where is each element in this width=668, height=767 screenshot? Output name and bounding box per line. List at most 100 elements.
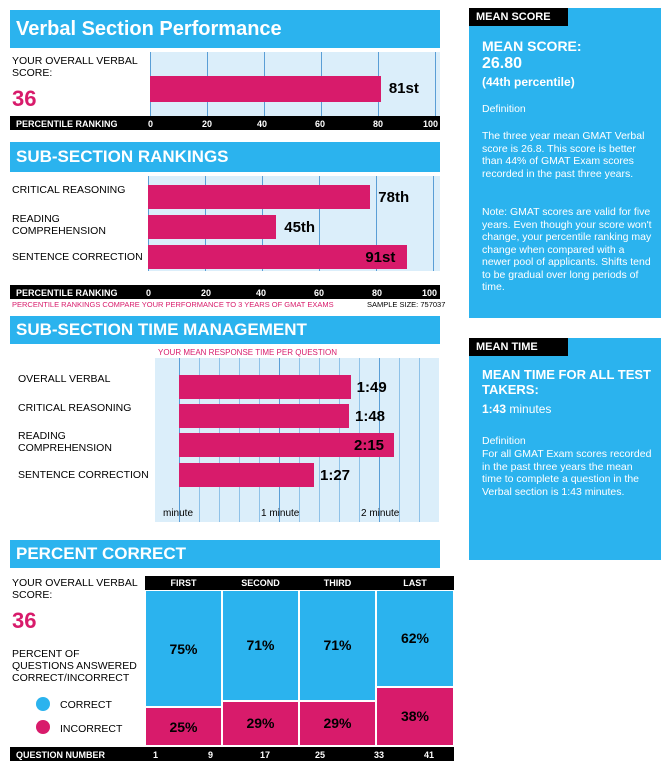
subsection-tick: 40 xyxy=(256,288,267,298)
time-reading-label: READING COMPREHENSION xyxy=(18,430,112,454)
subsection-grid: 78th 45th 91st xyxy=(148,176,440,271)
mean-score-tag: MEAN SCORE xyxy=(469,8,568,26)
verbal-tick: 100 xyxy=(423,119,439,129)
pc-third-incorrect: 29% xyxy=(299,700,376,746)
critical-reasoning-value: 78th xyxy=(378,189,410,206)
verbal-tick: 40 xyxy=(257,119,268,129)
pc-axis-bar: QUESTION NUMBER 1 9 17 25 33 41 xyxy=(10,747,454,761)
pc-tick: 17 xyxy=(260,750,271,760)
pc-axis-title: QUESTION NUMBER xyxy=(16,750,106,760)
legend-incorrect-label: INCORRECT xyxy=(60,723,123,735)
subsection-tick: 100 xyxy=(422,288,438,298)
verbal-tick: 0 xyxy=(148,119,154,129)
subsection-header: SUB-SECTION RANKINGS xyxy=(10,142,440,172)
time-critical-value: 1:48 xyxy=(355,408,386,425)
pc-score-label: YOUR OVERALL VERBAL SCORE: xyxy=(12,577,138,601)
mean-score-percentile: (44th percentile) xyxy=(482,75,575,89)
subsection-tick: 60 xyxy=(314,288,325,298)
subsection-tick: 0 xyxy=(146,288,152,298)
time-grid: 1:49 1:48 2:15 1:27 minute 1 minute 2 mi… xyxy=(155,358,439,522)
critical-reasoning-label: CRITICAL REASONING xyxy=(12,184,126,196)
verbal-tick: 80 xyxy=(373,119,384,129)
mean-score-value: 26.80 xyxy=(482,55,523,72)
time-reading-bar xyxy=(179,433,394,457)
pc-tick: 41 xyxy=(424,750,435,760)
verbal-axis-bar: PERCENTILE RANKING 0 20 40 60 80 100 xyxy=(10,116,440,130)
pc-first-correct: 75% xyxy=(145,590,222,707)
pc-second-incorrect: 29% xyxy=(222,700,299,746)
verbal-tick: 60 xyxy=(315,119,326,129)
time-subtitle: YOUR MEAN RESPONSE TIME PER QUESTION xyxy=(158,348,337,357)
pc-col-first: FIRST xyxy=(170,578,197,588)
pc-third-correct: 71% xyxy=(299,590,376,701)
mean-time-definition-text: For all GMAT Exam scores recorded in the… xyxy=(482,448,652,498)
mean-score-definition-text: The three year mean GMAT Verbal score is… xyxy=(482,130,645,180)
mean-score-panel: MEAN SCORE MEAN SCORE: 26.80 (44th perce… xyxy=(469,8,661,318)
time-critical-label: CRITICAL REASONING xyxy=(18,402,132,414)
mean-time-value: 1:43 xyxy=(482,402,507,416)
pc-col-last: LAST xyxy=(403,578,427,588)
time-sentence-bar xyxy=(179,463,314,487)
time-header: SUB-SECTION TIME MANAGEMENT xyxy=(10,316,440,344)
time-title: SUB-SECTION TIME MANAGEMENT xyxy=(16,320,307,339)
mean-score-note: Note: GMAT scores are valid for five yea… xyxy=(482,206,652,293)
verbal-section-header: Verbal Section Performance xyxy=(10,10,440,48)
pc-tick: 1 xyxy=(153,750,159,760)
legend-correct-label: CORRECT xyxy=(60,699,112,711)
sentence-correction-value: 91st xyxy=(365,249,396,266)
pc-tick: 9 xyxy=(208,750,214,760)
time-tick: 1 minute xyxy=(261,508,300,519)
verbal-percentile-value: 81st xyxy=(388,80,419,97)
time-tick: minute xyxy=(163,508,194,519)
pc-col-third: THIRD xyxy=(323,578,352,588)
mean-score-heading: MEAN SCORE: xyxy=(482,38,582,54)
mean-time-panel: MEAN TIME MEAN TIME FOR ALL TEST TAKERS:… xyxy=(469,338,661,560)
mean-time-definition-title: Definition xyxy=(482,435,526,447)
subsection-title: SUB-SECTION RANKINGS xyxy=(16,147,229,166)
pc-tick: 25 xyxy=(315,750,326,760)
time-sentence-value: 1:27 xyxy=(320,467,351,484)
pc-first-incorrect: 25% xyxy=(145,707,222,746)
time-overall-bar xyxy=(179,375,351,399)
time-overall-value: 1:49 xyxy=(356,379,387,396)
time-reading-value: 2:15 xyxy=(354,437,385,454)
subsection-sample-size: SAMPLE SIZE: 757037 xyxy=(367,300,446,309)
critical-reasoning-bar xyxy=(148,185,371,209)
subsection-tick: 20 xyxy=(201,288,212,298)
subsection-tick: 80 xyxy=(372,288,383,298)
mean-time-tag: MEAN TIME xyxy=(469,338,568,356)
time-sentence-label: SENTENCE CORRECTION xyxy=(18,469,149,481)
mean-time-unit: minutes xyxy=(509,402,552,416)
time-tick: 2 minute xyxy=(361,508,400,519)
mean-time-line: 1:43 minutes xyxy=(482,402,551,416)
sentence-correction-label: SENTENCE CORRECTION xyxy=(12,251,143,263)
verbal-percentile-bar xyxy=(150,76,381,102)
legend-correct-swatch xyxy=(36,697,50,711)
sentence-correction-bar xyxy=(148,245,408,269)
percent-correct-title: PERCENT CORRECT xyxy=(16,544,187,563)
subsection-axis-bar: PERCENTILE RANKING 0 20 40 60 80 100 xyxy=(10,285,440,299)
reading-comprehension-bar xyxy=(148,215,277,239)
verbal-score-value: 36 xyxy=(12,86,37,111)
verbal-percentile-grid: 81st xyxy=(150,52,440,116)
verbal-score-label: YOUR OVERALL VERBAL SCORE: xyxy=(12,55,138,79)
pc-last-incorrect: 38% xyxy=(376,686,454,746)
pc-column-header-bar: FIRST SECOND THIRD LAST xyxy=(145,576,454,590)
subsection-axis-title: PERCENTILE RANKING xyxy=(16,288,118,298)
reading-comprehension-label: READING COMPREHENSION xyxy=(12,213,106,237)
time-overall-label: OVERALL VERBAL xyxy=(18,373,111,385)
percent-correct-header: PERCENT CORRECT xyxy=(10,540,440,568)
verbal-axis-title: PERCENTILE RANKING xyxy=(16,119,118,129)
subsection-footnote: PERCENTILE RANKINGS COMPARE YOUR PERFORM… xyxy=(12,300,334,309)
reading-comprehension-value: 45th xyxy=(284,219,316,236)
mean-score-definition-title: Definition xyxy=(482,103,526,115)
pc-last-correct: 62% xyxy=(376,590,454,687)
mean-time-heading: MEAN TIME FOR ALL TEST TAKERS: xyxy=(482,367,651,397)
pc-tick: 33 xyxy=(374,750,385,760)
verbal-section-title: Verbal Section Performance xyxy=(16,17,282,40)
pc-second-correct: 71% xyxy=(222,590,299,701)
pc-description: PERCENT OF QUESTIONS ANSWERED CORRECT/IN… xyxy=(12,648,137,684)
pc-score-value: 36 xyxy=(12,608,37,633)
legend-incorrect-swatch xyxy=(36,720,50,734)
time-critical-bar xyxy=(179,404,349,428)
